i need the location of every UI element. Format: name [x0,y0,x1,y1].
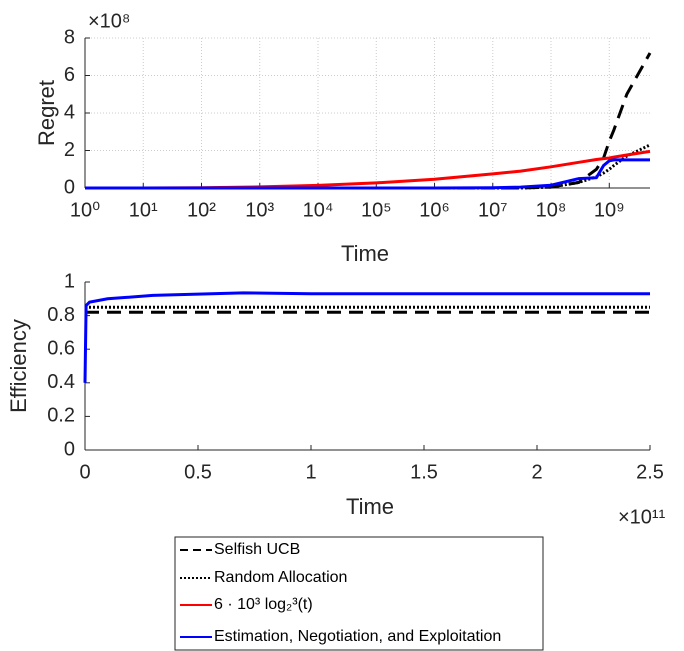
x-tick-label: 10³ [245,199,274,221]
y-tick-label: 0 [64,176,75,198]
x-tick-label: 0.5 [184,461,212,483]
legend-label: 6 · 10³ log₂³(t) [214,596,313,613]
legend-label: Random Allocation [214,569,347,586]
x-tick-label: 10⁴ [303,199,334,221]
y-tick-label: 0 [64,438,75,460]
x-tick-label: 1 [305,461,316,483]
legend-label: Estimation, Negotiation, and Exploitatio… [214,628,501,645]
legend-box [174,536,544,651]
x-tick-label: 10⁷ [478,199,507,221]
x-tick-label: 10⁹ [594,199,625,221]
series-line [85,158,650,190]
y-tick-label: 1 [64,270,75,292]
legend: Selfish UCB Random Allocation 6 · 10³ log₂… [174,536,544,651]
series-line [85,143,651,190]
x-tick-label: 1.5 [410,461,438,483]
y-tick-label: 0.8 [47,304,75,326]
x-axis-label: Time [341,241,389,266]
x-tick-label: 10⁶ [419,199,449,221]
legend-label: Selfish UCB [214,541,300,558]
x-tick-label: 10⁸ [536,199,567,221]
x-tick-label: 2 [531,461,542,483]
y-axis-label: Efficiency [6,319,31,413]
x-axis-label: Time [346,494,394,519]
plot-area [85,282,650,450]
x-tick-label: 10⁰ [70,199,100,221]
axis-multiplier: ×10¹¹ [618,506,666,528]
x-tick-label: 2.5 [636,461,664,483]
y-tick-label: 8 [64,26,75,48]
y-axis-label: Regret [34,80,59,146]
x-tick-label: 10⁵ [361,199,392,221]
y-tick-label: 6 [64,64,75,86]
y-tick-label: 0.2 [47,405,75,427]
axis-multiplier: ×10⁸ [88,10,130,32]
series-line [83,291,650,383]
y-tick-label: 4 [64,101,75,123]
y-tick-label: 0.6 [47,337,75,359]
x-tick-label: 0 [79,461,90,483]
x-tick-label: 10² [187,199,216,221]
y-tick-label: 2 [64,139,75,161]
x-tick-label: 10¹ [129,199,158,221]
y-tick-label: 0.4 [47,371,75,393]
